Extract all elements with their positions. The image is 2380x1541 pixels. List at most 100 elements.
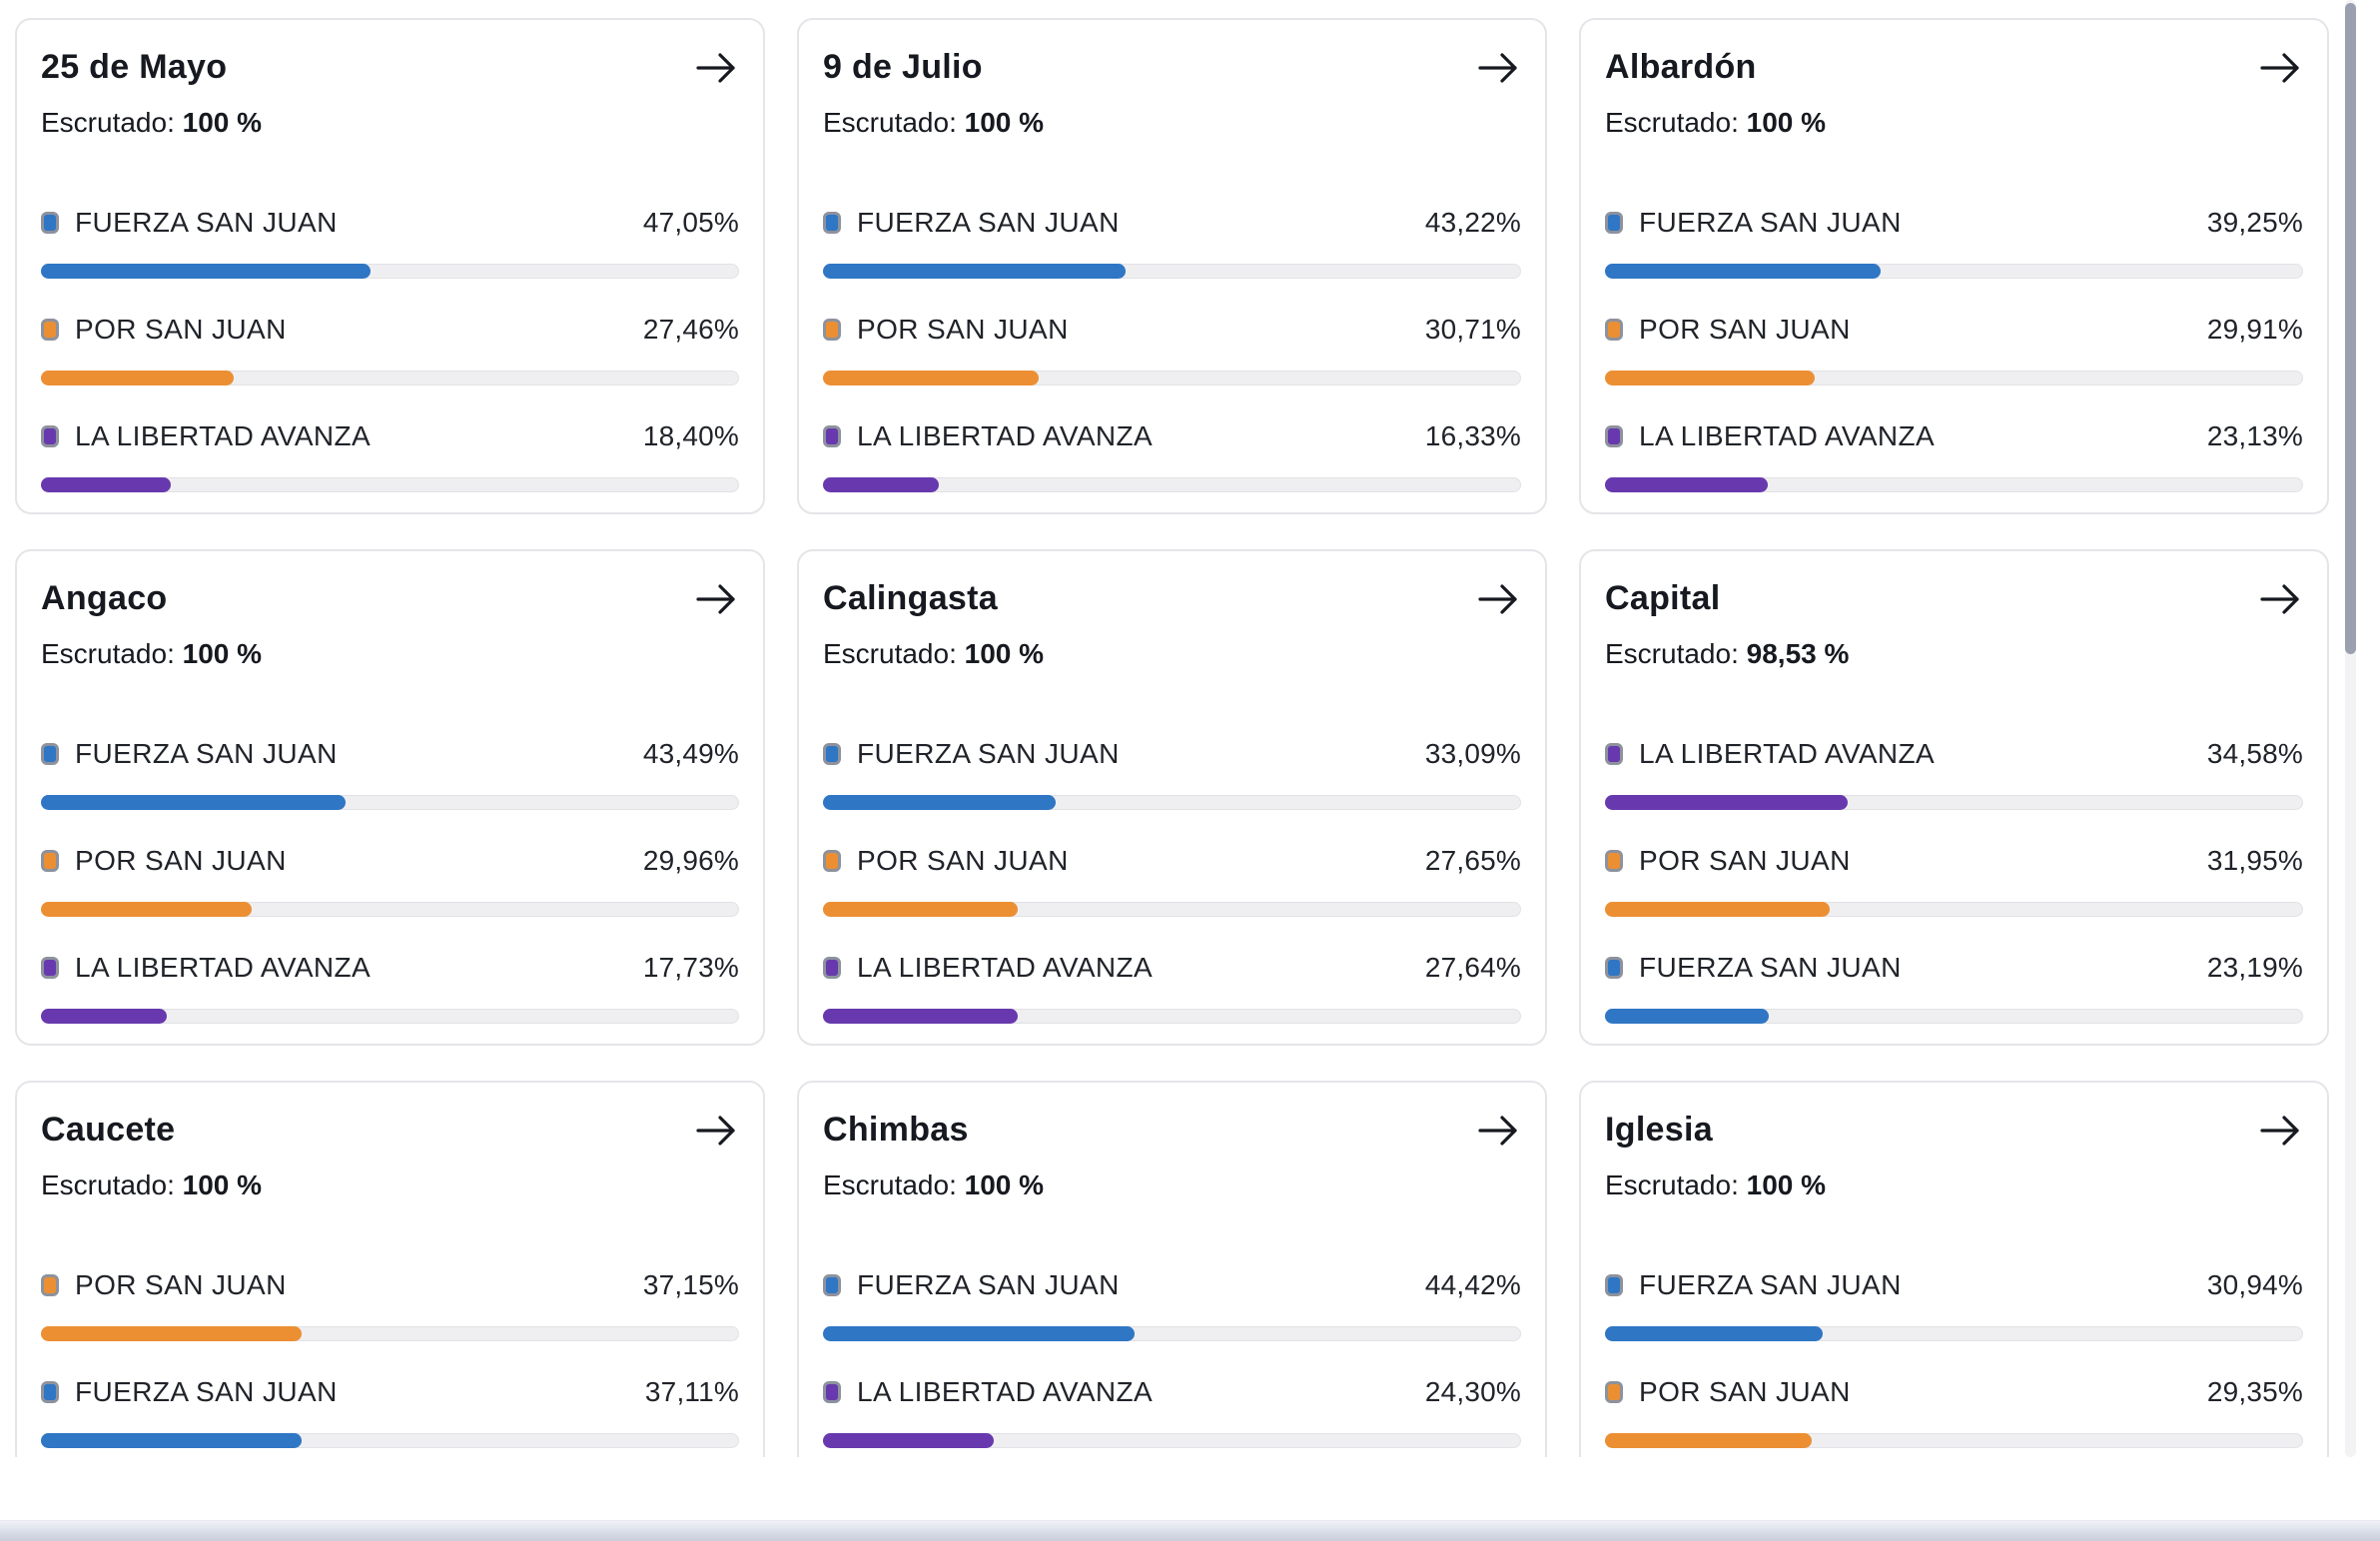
arrow-right-icon[interactable]: [2259, 1115, 2303, 1147]
party-result: POR SAN JUAN 29,35%: [1605, 1375, 2303, 1448]
party-progressbar-fill: [41, 264, 371, 279]
vertical-scrollbar-thumb[interactable]: [2345, 3, 2356, 654]
party-results-list: FUERZA SAN JUAN 44,42% LA LIBERTAD AVANZ…: [823, 1268, 1521, 1448]
arrow-right-icon[interactable]: [1477, 583, 1521, 615]
party-progressbar-fill: [1605, 902, 1830, 917]
party-percentage: 27,65%: [1424, 845, 1521, 876]
party-result: POR SAN JUAN 27,46%: [41, 313, 739, 385]
department-card[interactable]: Caucete Escrutado: 100 % POR SAN JUAN 37…: [15, 1081, 765, 1457]
department-name: Angaco: [41, 579, 168, 617]
party-progressbar-fill: [823, 264, 1127, 279]
party-name-group: LA LIBERTAD AVANZA: [823, 952, 1153, 984]
party-percentage: 30,94%: [2206, 1269, 2303, 1300]
party-progressbar-fill: [41, 795, 347, 810]
party-percentage: 30,71%: [1424, 314, 1521, 345]
arrow-right-icon[interactable]: [2259, 52, 2303, 84]
party-color-dot-icon: [1605, 1381, 1623, 1403]
escrutado-line: Escrutado: 100 %: [823, 637, 1521, 671]
party-percentage: 18,40%: [642, 420, 739, 451]
arrow-right-icon[interactable]: [695, 52, 739, 84]
party-progressbar-fill: [41, 371, 235, 385]
party-progressbar: [823, 264, 1521, 279]
party-color-dot-icon: [41, 850, 59, 872]
party-name: POR SAN JUAN: [1639, 314, 1851, 345]
party-result: LA LIBERTAD AVANZA 23,13%: [1605, 419, 2303, 492]
card-header: Capital: [1605, 577, 2303, 619]
party-name: POR SAN JUAN: [857, 845, 1069, 876]
escrutado-label: Escrutado:: [1605, 638, 1747, 669]
party-name-group: FUERZA SAN JUAN: [1605, 1269, 1902, 1301]
party-name-group: POR SAN JUAN: [823, 845, 1069, 877]
party-progressbar-fill: [1605, 371, 1816, 385]
department-card[interactable]: Capital Escrutado: 98,53 % LA LIBERTAD A…: [1579, 549, 2329, 1046]
party-progressbar: [41, 371, 739, 385]
party-progressbar-fill: [823, 1009, 1018, 1024]
party-name: POR SAN JUAN: [857, 314, 1069, 345]
party-name-group: FUERZA SAN JUAN: [41, 207, 338, 239]
party-color-dot-icon: [1605, 319, 1623, 341]
party-color-dot-icon: [41, 319, 59, 341]
party-result-row: POR SAN JUAN 37,15%: [41, 1268, 739, 1302]
escrutado-label: Escrutado:: [41, 1169, 183, 1200]
party-result: LA LIBERTAD AVANZA 18,40%: [41, 419, 739, 492]
party-progressbar: [1605, 1326, 2303, 1341]
card-header: Iglesia: [1605, 1109, 2303, 1151]
party-percentage: 33,09%: [1424, 738, 1521, 769]
party-name-group: FUERZA SAN JUAN: [41, 738, 338, 770]
party-name-group: FUERZA SAN JUAN: [41, 1376, 338, 1408]
escrutado-line: Escrutado: 98,53 %: [1605, 637, 2303, 671]
department-card[interactable]: Angaco Escrutado: 100 % FUERZA SAN JUAN …: [15, 549, 765, 1046]
party-result: LA LIBERTAD AVANZA 24,30%: [823, 1375, 1521, 1448]
party-color-dot-icon: [41, 743, 59, 765]
arrow-right-icon[interactable]: [2259, 583, 2303, 615]
party-result: LA LIBERTAD AVANZA 27,64%: [823, 951, 1521, 1024]
escrutado-label: Escrutado:: [41, 638, 183, 669]
arrow-right-icon[interactable]: [695, 583, 739, 615]
escrutado-value: 100 %: [182, 107, 263, 138]
party-result-row: POR SAN JUAN 27,46%: [41, 313, 739, 347]
party-progressbar-fill: [41, 1009, 167, 1024]
party-results-list: FUERZA SAN JUAN 43,22% POR SAN JUAN 30,7…: [823, 206, 1521, 492]
party-name: LA LIBERTAD AVANZA: [75, 952, 372, 983]
party-color-dot-icon: [1605, 957, 1623, 979]
escrutado-line: Escrutado: 100 %: [823, 106, 1521, 140]
party-result-row: FUERZA SAN JUAN 23,19%: [1605, 951, 2303, 985]
party-percentage: 43,22%: [1424, 207, 1521, 238]
party-result-row: FUERZA SAN JUAN 47,05%: [41, 206, 739, 240]
department-card[interactable]: Iglesia Escrutado: 100 % FUERZA SAN JUAN…: [1579, 1081, 2329, 1457]
party-name-group: FUERZA SAN JUAN: [823, 1269, 1120, 1301]
party-progressbar: [41, 264, 739, 279]
party-progressbar-fill: [823, 795, 1056, 810]
party-color-dot-icon: [1605, 1274, 1623, 1296]
party-result: LA LIBERTAD AVANZA 16,33%: [823, 419, 1521, 492]
party-color-dot-icon: [1605, 212, 1623, 234]
department-card[interactable]: 9 de Julio Escrutado: 100 % FUERZA SAN J…: [797, 18, 1547, 514]
party-result-row: POR SAN JUAN 29,35%: [1605, 1375, 2303, 1409]
arrow-right-icon[interactable]: [695, 1115, 739, 1147]
arrow-right-icon[interactable]: [1477, 52, 1521, 84]
party-result-row: LA LIBERTAD AVANZA 18,40%: [41, 419, 739, 453]
party-progressbar: [823, 1009, 1521, 1024]
party-percentage: 23,13%: [2206, 420, 2303, 451]
party-percentage: 39,25%: [2206, 207, 2303, 238]
party-result-row: POR SAN JUAN 29,96%: [41, 844, 739, 878]
party-result: FUERZA SAN JUAN 30,94%: [1605, 1268, 2303, 1341]
department-card[interactable]: Calingasta Escrutado: 100 % FUERZA SAN J…: [797, 549, 1547, 1046]
party-percentage: 29,91%: [2206, 314, 2303, 345]
arrow-right-icon[interactable]: [1477, 1115, 1521, 1147]
department-card[interactable]: Chimbas Escrutado: 100 % FUERZA SAN JUAN…: [797, 1081, 1547, 1457]
party-color-dot-icon: [1605, 850, 1623, 872]
party-percentage: 37,15%: [642, 1269, 739, 1300]
party-progressbar-fill: [1605, 477, 1769, 492]
party-result: FUERZA SAN JUAN 43,22%: [823, 206, 1521, 279]
party-progressbar-fill: [41, 902, 252, 917]
vertical-scrollbar-track[interactable]: [2345, 0, 2356, 1457]
bottom-bar: [0, 1520, 2380, 1541]
department-card[interactable]: 25 de Mayo Escrutado: 100 % FUERZA SAN J…: [15, 18, 765, 514]
party-progressbar: [823, 1326, 1521, 1341]
party-progressbar-fill: [1605, 1433, 1812, 1448]
party-color-dot-icon: [823, 319, 841, 341]
party-progressbar-fill: [823, 477, 939, 492]
party-result: LA LIBERTAD AVANZA 34,58%: [1605, 737, 2303, 810]
department-card[interactable]: Albardón Escrutado: 100 % FUERZA SAN JUA…: [1579, 18, 2329, 514]
